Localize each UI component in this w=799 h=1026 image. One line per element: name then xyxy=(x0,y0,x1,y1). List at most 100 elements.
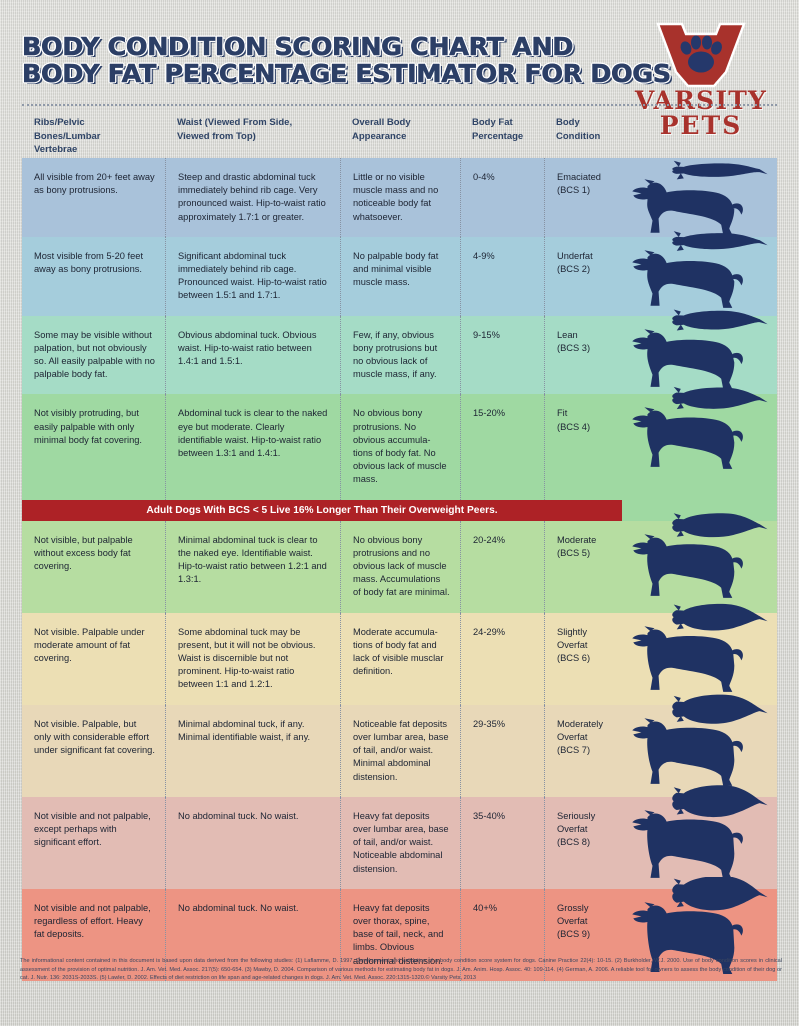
dog-silhouette-bcs-5 xyxy=(632,512,768,598)
page-title: BODY CONDITION SCORING CHART AND BODY FA… xyxy=(22,33,672,88)
dog-illustration xyxy=(622,387,777,499)
column-header-waist: Waist (Viewed From Side, Viewed from Top) xyxy=(177,117,293,142)
cell-illustration xyxy=(622,603,777,705)
logo-line-2: PETS xyxy=(659,111,743,140)
cell-illustration xyxy=(622,785,777,889)
dog-silhouette-bcs-7 xyxy=(632,694,768,786)
table-row: Not visible, but palpable without excess… xyxy=(22,512,777,613)
cell-condition: Underfat (BCS 2) xyxy=(544,236,622,316)
table-row: Not visibly protruding, but easily palpa… xyxy=(22,387,777,500)
cell-bodyfat: 35-40% xyxy=(460,796,544,889)
cell-condition: Lean (BCS 3) xyxy=(544,315,622,395)
column-header-condition: Body Condition xyxy=(556,117,601,142)
dog-silhouette-bcs-6 xyxy=(632,603,768,692)
cell-illustration xyxy=(622,309,777,395)
dog-illustration xyxy=(622,785,777,889)
cell-appearance: Heavy fat deposits over lumbar area, bas… xyxy=(340,796,460,889)
dog-illustration xyxy=(622,309,777,395)
bcs-table: Ribs/Pelvic Bones/Lumbar Vertebrae Waist (… xyxy=(22,104,777,981)
cell-appearance: Moderate accumula-tions of body fat and … xyxy=(340,612,460,705)
cell-appearance: Little or no visible muscle mass and no … xyxy=(340,158,460,237)
cell-condition: Seriously Overfat (BCS 8) xyxy=(544,796,622,889)
cell-waist: Some abdominal tuck may be present, but … xyxy=(165,612,340,705)
table-row: All visible from 20+ feet away as bony p… xyxy=(22,158,777,237)
title-line-2: BODY FAT PERCENTAGE ESTIMATOR FOR DOGS xyxy=(22,59,672,88)
cell-condition: Fit (BCS 4) xyxy=(544,394,622,500)
column-header-appearance: Overall Body Appearance xyxy=(352,117,411,142)
footnote-citations: The informational content contained in t… xyxy=(20,958,782,982)
logo-wordmark: VARSITY PETS xyxy=(616,88,786,138)
cell-condition: Moderately Overfat (BCS 7) xyxy=(544,704,622,797)
dog-illustration xyxy=(622,603,777,705)
cell-waist: Minimal abdominal tuck, if any. Minimal … xyxy=(165,704,340,797)
table-row: Not visible and not palpable, except per… xyxy=(22,785,777,889)
cell-condition: Grossly Overfat (BCS 9) xyxy=(544,888,622,981)
cell-illustration xyxy=(622,694,777,797)
cell-condition: Moderate (BCS 5) xyxy=(544,520,622,613)
cell-waist: Abdominal tuck is clear to the naked eye… xyxy=(165,394,340,500)
cell-ribs: Not visible, but palpable without excess… xyxy=(34,534,133,572)
banner-row: Adult Dogs With BCS < 5 Live 16% Longer … xyxy=(22,499,777,521)
dog-silhouette-bcs-2 xyxy=(632,230,768,308)
title-line-1: BODY CONDITION SCORING CHART AND xyxy=(22,32,574,61)
table-header-row: Ribs/Pelvic Bones/Lumbar Vertebrae Waist (… xyxy=(22,104,777,158)
cell-appearance: No obvious bony protrusions and no obvio… xyxy=(340,520,460,613)
cell-ribs: Not visible. Palpable under moderate amo… xyxy=(34,626,145,664)
cell-bodyfat: 29-35% xyxy=(460,704,544,797)
cell-waist: No abdominal tuck. No waist. xyxy=(165,796,340,889)
cell-appearance: No obvious bony protrusions. No obvious … xyxy=(340,394,460,500)
cell-waist: Steep and drastic abdominal tuck immedia… xyxy=(165,158,340,237)
dog-illustration xyxy=(622,512,777,613)
cell-appearance: No palpable body fat and minimal visible… xyxy=(340,236,460,316)
cell-bodyfat: 9-15% xyxy=(460,315,544,395)
column-header-ribs: Ribs/Pelvic Bones/Lumbar Vertebrae xyxy=(34,117,101,155)
bcs-banner: Adult Dogs With BCS < 5 Live 16% Longer … xyxy=(22,499,622,521)
dog-silhouette-bcs-9 xyxy=(632,876,768,974)
dog-silhouette-bcs-1 xyxy=(632,160,768,235)
cell-bodyfat: 40+% xyxy=(460,888,544,981)
table-row: Not visible. Palpable, but only with con… xyxy=(22,694,777,797)
dog-silhouette-bcs-4 xyxy=(632,387,768,470)
cell-waist: Significant abdominal tuck immediately b… xyxy=(165,236,340,316)
cell-waist: Obvious abdominal tuck. Obvious waist. H… xyxy=(165,315,340,395)
cell-ribs: Most visible from 5-20 feet away as bony… xyxy=(34,250,144,275)
cell-ribs: Some may be visible without palpation, b… xyxy=(34,329,155,380)
cell-ribs: Not visibly protruding, but easily palpa… xyxy=(34,408,142,445)
column-header-bodyfat: Body Fat Percentage xyxy=(472,117,524,142)
varsity-v-pawprint-icon xyxy=(656,22,746,88)
dog-illustration xyxy=(622,230,777,316)
cell-ribs: All visible from 20+ feet away as bony p… xyxy=(34,172,155,196)
cell-illustration xyxy=(622,158,777,237)
dog-illustration xyxy=(622,876,777,981)
cell-appearance: Noticeable fat deposits over lumbar area… xyxy=(340,704,460,797)
cell-bodyfat: 0-4% xyxy=(460,158,544,237)
cell-illustration xyxy=(622,876,777,981)
cell-illustration xyxy=(622,512,777,613)
dog-silhouette-bcs-3 xyxy=(632,309,768,389)
varsity-pets-logo: VARSITY PETS xyxy=(616,22,786,142)
table-body: All visible from 20+ feet away as bony p… xyxy=(22,158,777,981)
logo-line-1: VARSITY xyxy=(634,86,768,115)
dog-silhouette-bcs-8 xyxy=(632,785,768,880)
cell-condition: Emaciated (BCS 1) xyxy=(544,158,622,237)
cell-bodyfat: 20-24% xyxy=(460,520,544,613)
cell-ribs: Not visible and not palpable, except per… xyxy=(34,810,151,848)
page-header: BODY CONDITION SCORING CHART AND BODY FA… xyxy=(0,0,799,138)
table-row: Most visible from 5-20 feet away as bony… xyxy=(22,230,777,316)
table-row: Not visible and not palpable, regardless… xyxy=(22,876,777,981)
cell-appearance: Few, if any, obvious bony protrusions bu… xyxy=(340,315,460,395)
cell-illustration xyxy=(622,387,777,499)
cell-condition: Slightly Overfat (BCS 6) xyxy=(544,612,622,705)
cell-ribs: Not visible and not palpable, regardless… xyxy=(34,902,151,940)
dog-illustration xyxy=(622,158,777,237)
cell-bodyfat: 24-29% xyxy=(460,612,544,705)
cell-illustration xyxy=(622,230,777,316)
cell-bodyfat: 4-9% xyxy=(460,236,544,316)
table-row: Some may be visible without palpation, b… xyxy=(22,309,777,395)
table-row: Not visible. Palpable under moderate amo… xyxy=(22,603,777,705)
cell-waist: Minimal abdominal tuck is clear to the n… xyxy=(165,520,340,613)
cell-ribs: Not visible. Palpable, but only with con… xyxy=(34,718,155,756)
cell-waist: No abdominal tuck. No waist. xyxy=(165,888,340,981)
column-header-illustration xyxy=(622,116,777,158)
cell-appearance: Heavy fat deposits over thorax, spine, b… xyxy=(340,888,460,981)
